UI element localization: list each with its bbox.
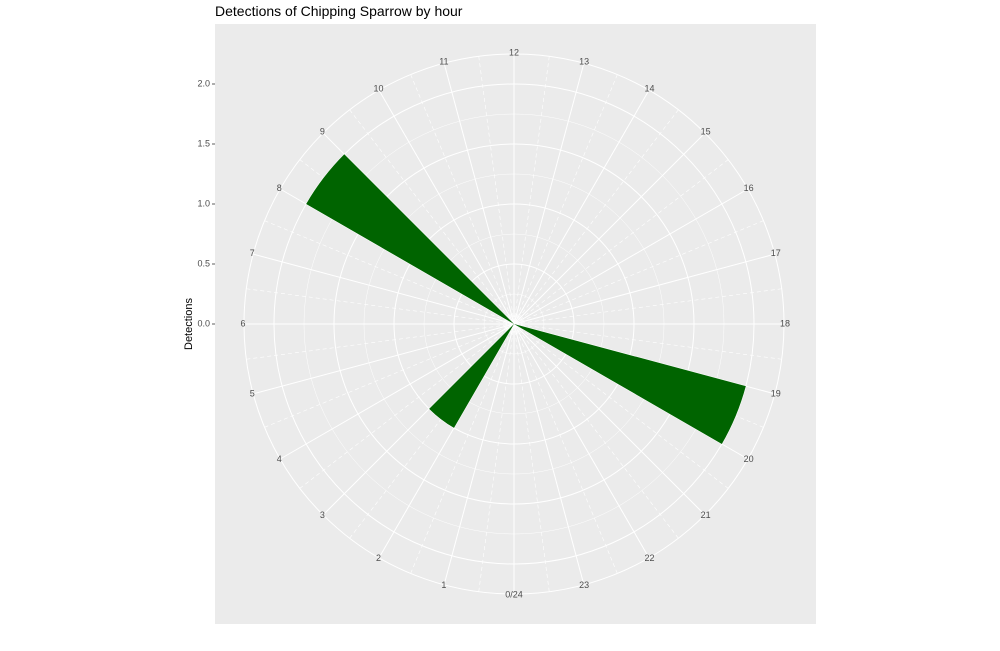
spoke [513, 323, 706, 516]
hour-label: 15 [701, 127, 711, 137]
hour-label: 0/24 [505, 589, 523, 599]
hour-label: 1 [441, 580, 446, 590]
minor-spoke [478, 323, 515, 592]
spoke [513, 323, 650, 559]
hour-label: 17 [771, 248, 781, 258]
minor-spoke [513, 323, 729, 489]
minor-spoke [513, 288, 782, 325]
minor-spoke [513, 109, 679, 325]
hour-label: 12 [509, 47, 519, 57]
minor-spoke [513, 220, 764, 325]
minor-spoke [513, 159, 729, 325]
hour-label: 11 [439, 57, 448, 67]
hour-label: 5 [250, 389, 255, 399]
spoke [513, 323, 585, 585]
chart-title: Detections of Chipping Sparrow by hour [215, 3, 463, 19]
minor-spoke [513, 323, 782, 360]
minor-spoke [246, 288, 515, 325]
hour-label: 18 [780, 318, 790, 328]
hour-label: 2 [376, 553, 381, 563]
y-tick-label: 2.0 [197, 78, 210, 88]
bar [429, 324, 514, 428]
y-tick-label: 0.5 [197, 258, 210, 268]
minor-spoke [513, 323, 618, 574]
hour-label: 3 [320, 510, 325, 520]
hour-label: 13 [579, 57, 589, 67]
hour-label: 20 [744, 454, 754, 464]
spoke [253, 253, 515, 325]
minor-spoke [410, 74, 515, 325]
spoke [513, 323, 775, 395]
y-tick-label: 1.5 [197, 138, 210, 148]
y-axis-title: Detections [183, 298, 195, 350]
spoke [253, 323, 515, 395]
hour-label: 19 [771, 389, 781, 399]
minor-spoke [513, 74, 618, 325]
spoke [279, 323, 515, 460]
spoke [513, 132, 706, 325]
minor-spoke [264, 220, 515, 325]
minor-spoke [513, 323, 679, 539]
minor-spoke [478, 56, 515, 325]
hour-label: 22 [644, 553, 654, 563]
spoke [513, 63, 585, 325]
hour-label: 7 [250, 248, 255, 258]
minor-spoke [513, 56, 550, 325]
hour-label: 8 [277, 183, 282, 193]
spoke [513, 253, 775, 325]
minor-spoke [299, 323, 515, 489]
hour-label: 16 [744, 183, 754, 193]
minor-spoke [410, 323, 515, 574]
minor-spoke [246, 323, 515, 360]
spoke [443, 63, 515, 325]
spoke [513, 89, 650, 325]
bar [514, 324, 746, 444]
bar [306, 154, 514, 324]
hour-label: 4 [277, 454, 282, 464]
y-tick-label: 1.0 [197, 198, 210, 208]
hour-label: 10 [373, 84, 383, 94]
y-tick-label: 0.0 [197, 318, 210, 328]
minor-spoke [349, 109, 515, 325]
spoke [378, 89, 515, 325]
spoke [513, 188, 749, 325]
hour-label: 14 [644, 84, 654, 94]
minor-spoke [264, 323, 515, 428]
hour-label: 6 [240, 318, 245, 328]
hour-label: 21 [701, 510, 711, 520]
spoke [443, 323, 515, 585]
hour-label: 9 [320, 127, 325, 137]
minor-spoke [513, 323, 550, 592]
hour-label: 23 [579, 580, 589, 590]
